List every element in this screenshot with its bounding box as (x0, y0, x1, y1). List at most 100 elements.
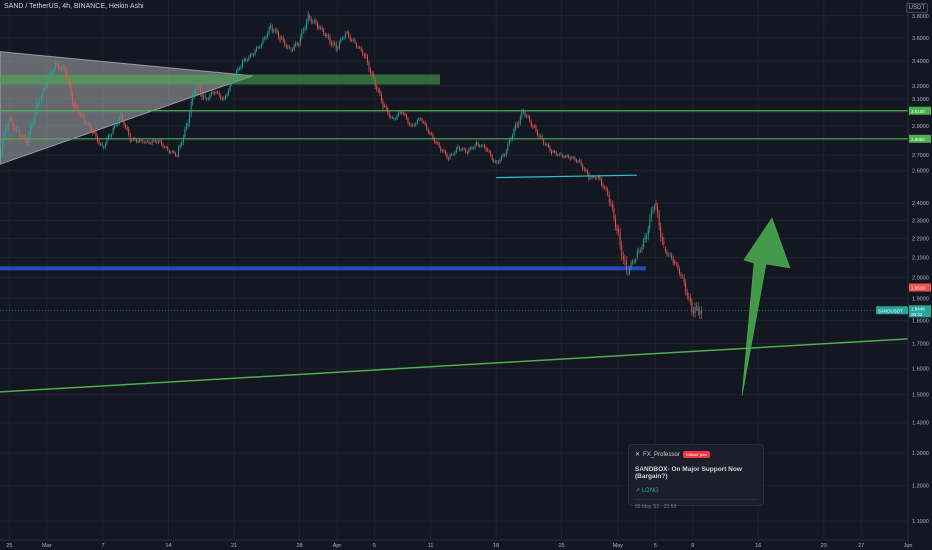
candle-body (622, 256, 624, 260)
level-tag-label: 3.0100 (911, 109, 925, 114)
level-tag (909, 106, 931, 115)
candle-body (338, 42, 340, 48)
x-tick-label: 18 (493, 543, 499, 549)
candle-body (499, 159, 501, 163)
candle-body (160, 140, 162, 145)
candle-body (36, 102, 38, 114)
candle-body (121, 114, 123, 121)
candle-body (254, 50, 256, 55)
idea-direction: ↗ LONG (635, 488, 659, 494)
candle-body (627, 273, 629, 275)
candle-body (488, 150, 490, 152)
candle-body (426, 124, 428, 129)
candle-body (11, 118, 13, 122)
candle-body (379, 90, 381, 94)
candle-body (685, 282, 687, 293)
candle-body (246, 59, 248, 61)
candle-body (320, 27, 322, 29)
candle-body (207, 98, 209, 100)
y-tick-label: 2.2000 (912, 237, 929, 243)
candle-body (366, 56, 368, 63)
candle-body (586, 170, 588, 174)
candle-body (58, 63, 59, 69)
level-tag-label: 2.8050 (911, 137, 925, 142)
candle-body (299, 36, 301, 44)
x-tick-label: 5 (373, 543, 376, 549)
current-price-tag (909, 305, 931, 318)
candle-body (92, 131, 94, 134)
candle-body (443, 150, 445, 152)
candle-body (668, 254, 669, 256)
candle-body (271, 26, 273, 32)
candle-body (111, 135, 113, 137)
candle-body (448, 157, 450, 160)
y-tick-label: 2.7000 (912, 153, 929, 159)
candle-body (6, 126, 8, 128)
x-tick-label: Mar (42, 543, 52, 549)
candle-body (496, 161, 498, 163)
candle-body (505, 151, 507, 156)
idea-title[interactable]: SANDBOX- On Major Support Now (Bargain?) (635, 466, 742, 480)
candle-body (650, 210, 652, 218)
candle-body (551, 151, 552, 154)
candle-body (134, 138, 136, 140)
candle-body (12, 121, 14, 128)
candle-body (86, 123, 88, 124)
candle-body (593, 176, 595, 178)
candle-body (81, 114, 83, 116)
candle-body (632, 261, 634, 263)
candle-body (8, 123, 10, 127)
candle-body (290, 49, 292, 51)
candle-body (1, 143, 3, 154)
candle-body (377, 89, 379, 91)
y-tick-label: 1.8000 (912, 318, 929, 324)
candle-body (340, 38, 342, 43)
card-divider (635, 499, 757, 500)
candle-body (398, 112, 400, 116)
candle-body (482, 145, 484, 147)
candle-body (192, 95, 194, 103)
candle-body (295, 43, 297, 46)
candle-body (624, 259, 626, 261)
candle-body (73, 103, 75, 107)
candle-body (515, 124, 517, 129)
candle-body (324, 34, 326, 37)
candle-body (547, 144, 549, 147)
candle-body (451, 154, 453, 156)
candle-body (365, 55, 367, 57)
candle-body (39, 101, 41, 103)
candle-body (310, 18, 312, 22)
candle-body (544, 144, 546, 145)
candle-body (176, 155, 178, 157)
y-tick-label: 1.5000 (912, 393, 929, 399)
candle-body (201, 93, 203, 98)
candle-body (577, 161, 579, 163)
candle-body (0, 153, 2, 156)
candle-body (279, 37, 281, 41)
candle-body (600, 178, 602, 185)
candle-body (430, 133, 432, 135)
idea-card[interactable]: ✕ FX_Professor Editors' pick SANDBOX- On… (628, 444, 764, 510)
candle-body (48, 75, 50, 83)
candle-body (682, 276, 684, 278)
candle-body (203, 96, 205, 98)
candle-body (541, 136, 543, 139)
candle-body (224, 95, 226, 99)
candle-body (512, 135, 513, 139)
candle-body (552, 151, 554, 153)
candle-body (419, 118, 421, 120)
candle-body (131, 139, 133, 141)
candle-body (638, 250, 640, 252)
candle-body (421, 118, 423, 123)
currency-unit[interactable]: USDT (905, 3, 928, 13)
candle-body (611, 203, 613, 209)
author-name[interactable]: FX_Professor (643, 451, 680, 458)
candle-body (28, 134, 30, 144)
candle-body (218, 92, 220, 96)
candle-body (362, 50, 364, 55)
candle-body (257, 47, 259, 48)
candle-body (519, 116, 521, 124)
candle-body (557, 154, 559, 156)
y-tick-label: 3.6000 (912, 36, 929, 42)
